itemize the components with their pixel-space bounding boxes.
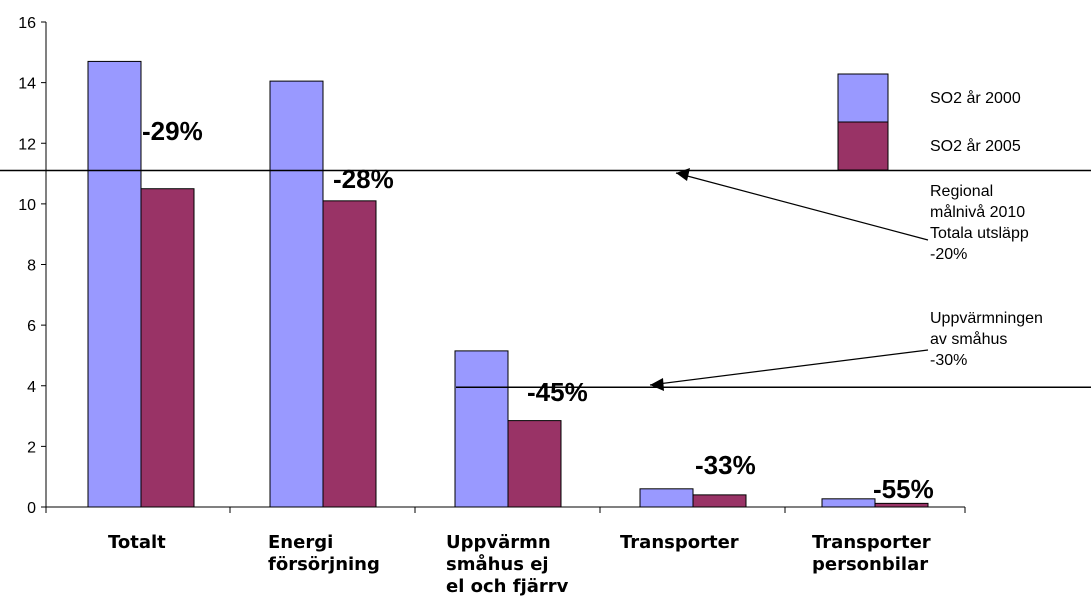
bar-so2-2000 [269,80,324,508]
reference-annotation: Uppvärmningen [930,310,1043,327]
y-tick-label: 2 [27,439,36,456]
x-tick-label: Energi [268,532,333,553]
y-tick-label: 6 [27,318,36,335]
bar-so2-2000 [821,498,876,508]
bar-so2-2005 [507,420,562,508]
x-tick-label: Totalt [108,532,166,553]
change-label: -55% [873,474,934,504]
bar-so2-2005 [692,494,747,508]
reference-annotation: -20% [930,246,967,263]
bar-so2-2005 [140,188,195,508]
x-tick-label: el och fjärrv [446,576,569,597]
change-label: -28% [333,164,394,194]
y-tick-label: 14 [18,76,36,93]
annotation-arrowhead [676,168,690,181]
legend-label-so2-2005: SO2 år 2005 [930,137,1021,155]
bar-so2-2000 [639,488,694,508]
reference-annotation: Regional [930,183,993,200]
reference-annotation: av småhus [930,330,1007,348]
change-label: -29% [142,116,203,146]
change-label: -33% [695,450,756,480]
reference-annotation: Totala utsläpp [930,225,1029,242]
change-label: -45% [527,377,588,407]
bar-so2-2005 [874,502,929,508]
bar-so2-2000 [454,350,509,508]
bar-so2-2005 [322,200,377,508]
y-tick-label: 0 [27,500,36,517]
annotation-arrowhead [650,378,664,391]
legend-swatch-so2-2000 [837,73,889,123]
y-tick-label: 10 [18,197,36,214]
legend-swatch-so2-2005 [837,121,889,171]
y-tick-label: 8 [27,258,36,275]
y-tick-label: 12 [18,136,36,153]
reference-annotation: -30% [930,352,967,369]
bar-so2-2000 [87,60,142,508]
annotation-arrow [675,172,929,241]
x-tick-label: personbilar [812,554,928,575]
annotation-arrow [649,349,929,386]
legend-label-so2-2000: SO2 år 2000 [930,89,1021,107]
x-tick-label: Transporter [620,532,739,553]
y-tick-label: 4 [27,379,36,396]
x-tick-label: Transporter [812,532,931,553]
x-tick-label: försörjning [268,554,380,575]
x-tick-label: Uppvärmn [446,532,551,553]
reference-annotation: målnivå 2010 [930,203,1025,221]
y-tick-label: 16 [18,15,36,32]
x-tick-label: småhus ej [446,553,549,575]
